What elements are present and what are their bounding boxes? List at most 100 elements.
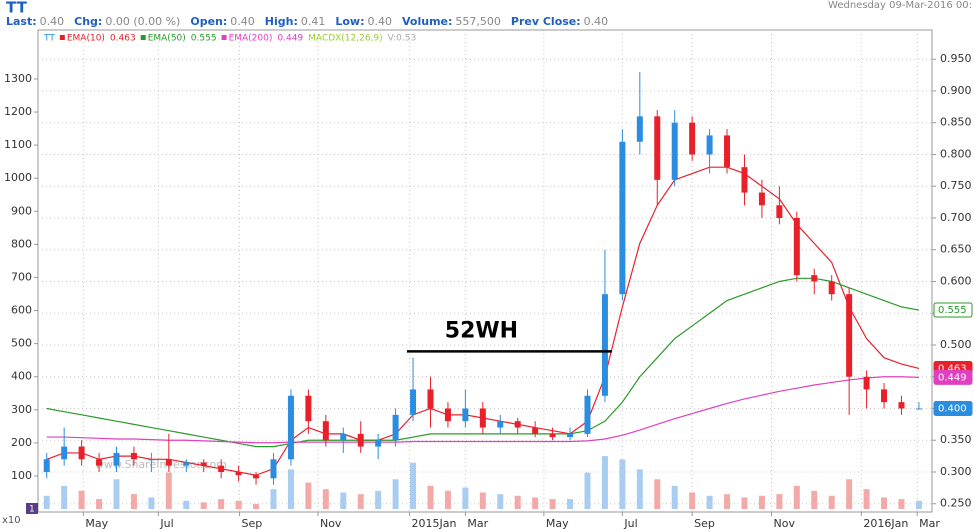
legend-text: EMA(10) xyxy=(67,34,105,44)
candle-body xyxy=(724,135,731,168)
volume-bar xyxy=(113,479,120,510)
candle-body xyxy=(689,122,696,155)
candle-body xyxy=(78,446,85,460)
y2-tick-label: 0.900 xyxy=(940,84,972,97)
candle-body xyxy=(549,433,556,438)
volume-bar xyxy=(863,489,870,510)
legend-text: TT xyxy=(43,34,55,44)
legend-text: 0.449 xyxy=(277,34,303,44)
y-tick-label: 1100 xyxy=(4,138,32,151)
volume-bar xyxy=(148,497,155,510)
volume-bar xyxy=(183,500,190,510)
info-label: Chg: xyxy=(74,15,102,28)
volume-bar xyxy=(305,482,312,510)
volume-bar xyxy=(619,459,626,510)
info-label: Volume: xyxy=(402,15,452,28)
volume-bar xyxy=(444,490,451,510)
candle-body xyxy=(898,402,905,409)
plot-frame xyxy=(37,29,933,513)
y-tick-label: 600 xyxy=(11,304,32,317)
candle-body xyxy=(741,167,748,193)
volume-bar xyxy=(654,479,661,510)
legend-text: EMA(200) xyxy=(229,34,273,44)
volume-bar xyxy=(532,497,539,510)
volume-bar xyxy=(165,472,172,510)
info-label: Prev Close: xyxy=(511,15,581,28)
volume-bar xyxy=(898,499,905,510)
info-value: 0.40 xyxy=(40,15,65,28)
volume-bar xyxy=(427,485,434,510)
candle-body xyxy=(322,421,329,441)
candle-body xyxy=(915,408,922,410)
candle-body xyxy=(532,427,539,434)
volume-bar xyxy=(270,489,277,510)
volume-bar xyxy=(322,489,329,510)
info-label: High: xyxy=(265,15,298,28)
y-tick-label: 500 xyxy=(11,337,32,350)
volume-bar xyxy=(846,479,853,510)
y2-tick-label: 0.250 xyxy=(940,497,972,510)
y-tick-label: 700 xyxy=(11,270,32,283)
info-label: Last: xyxy=(6,15,37,28)
volume-bar xyxy=(636,469,643,510)
x-tick-label: Mar xyxy=(919,517,940,530)
legend-text: EMA(50) xyxy=(148,34,186,44)
volume-bar xyxy=(479,492,486,510)
y-tick-label: 900 xyxy=(11,204,32,217)
candle-body xyxy=(287,395,294,460)
legend-text: V:0.53 xyxy=(388,34,417,44)
x-tick-label: Sep xyxy=(241,517,262,530)
volume-bar xyxy=(235,500,242,510)
candle-body xyxy=(200,462,207,466)
y-tick-label: 300 xyxy=(11,403,32,416)
y2-tick-label: 0.850 xyxy=(940,116,972,129)
x-tick-label: Jul xyxy=(159,517,173,530)
volume-bar xyxy=(287,469,294,510)
y-tick-label: 200 xyxy=(11,436,32,449)
candle-body xyxy=(96,459,103,466)
volume-bar xyxy=(811,490,818,510)
candle-body xyxy=(183,462,190,466)
value-tag-label: 0.400 xyxy=(938,403,967,414)
pane-box xyxy=(26,503,38,514)
y2-tick-label: 0.950 xyxy=(940,52,972,65)
volume-bar xyxy=(881,497,888,510)
info-value: 0.41 xyxy=(301,15,326,28)
y2-tick-label: 0.600 xyxy=(940,274,972,287)
y2-tick-label: 0.700 xyxy=(940,211,972,224)
y-tick-label: 100 xyxy=(11,469,32,482)
candle-body xyxy=(828,281,835,295)
y2-tick-label: 0.350 xyxy=(940,433,972,446)
value-tag-label: 0.555 xyxy=(938,305,967,316)
x-tick-label: May xyxy=(85,517,108,530)
volume-bar xyxy=(549,499,556,510)
candle-body xyxy=(444,408,451,422)
volume-bar xyxy=(462,487,469,510)
volume-bar xyxy=(758,495,765,510)
volume-bar xyxy=(671,485,678,510)
candle-body xyxy=(61,446,68,460)
candle-body xyxy=(497,421,504,428)
candle-body xyxy=(846,294,853,377)
volume-bar xyxy=(706,495,713,510)
x-tick-label: 2016Jan xyxy=(863,517,908,530)
ema-line xyxy=(46,376,919,444)
candle-body xyxy=(654,116,661,180)
volume-bar xyxy=(689,492,696,510)
info-value: 0.40 xyxy=(230,15,255,28)
value-tag-label: 0.463 xyxy=(938,363,967,374)
volume-bar xyxy=(514,495,521,510)
info-value: 0.00 (0.00 %) xyxy=(105,15,180,28)
candle-body xyxy=(357,433,364,447)
volume-bar xyxy=(793,485,800,510)
volume-bar xyxy=(915,500,922,510)
x-tick-label: Sep xyxy=(694,517,715,530)
symbol: TT xyxy=(6,0,28,17)
y2-tick-label: 0.300 xyxy=(940,465,972,478)
y2-tick-label: 0.750 xyxy=(940,179,972,192)
pane-label: 1 xyxy=(29,505,35,515)
candle-body xyxy=(375,440,382,447)
volume-bar xyxy=(375,490,382,510)
volume-bar xyxy=(218,499,225,510)
